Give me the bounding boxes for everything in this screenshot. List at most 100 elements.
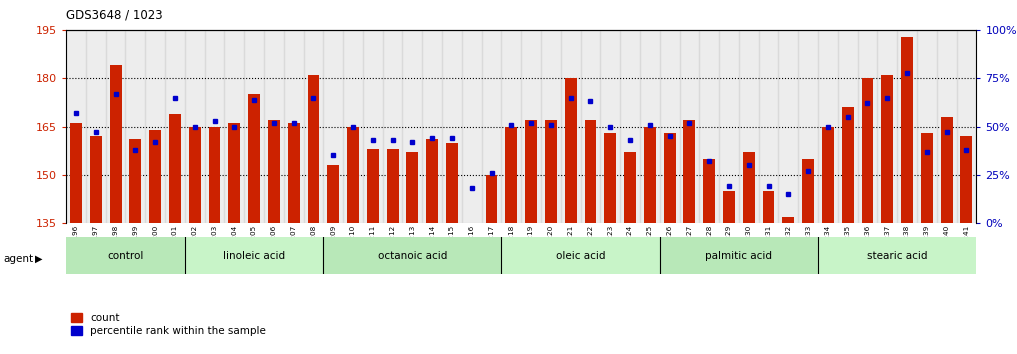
Bar — [189, 126, 200, 223]
Bar — [802, 159, 814, 223]
Bar — [822, 126, 834, 223]
Bar — [426, 139, 438, 223]
Bar — [244, 30, 264, 223]
Bar — [363, 30, 382, 223]
Bar — [882, 75, 893, 223]
Bar — [541, 30, 560, 223]
Bar — [70, 123, 82, 223]
Bar — [704, 159, 715, 223]
Bar — [323, 237, 501, 274]
Bar — [66, 30, 85, 223]
Bar — [462, 30, 482, 223]
Bar — [700, 30, 719, 223]
Bar — [941, 117, 953, 223]
Bar — [66, 237, 185, 274]
Bar — [719, 30, 739, 223]
Bar — [125, 30, 145, 223]
Bar — [129, 139, 141, 223]
Bar — [284, 30, 303, 223]
Bar — [861, 78, 874, 223]
Bar — [169, 114, 181, 223]
Bar — [165, 30, 185, 223]
Bar — [818, 30, 838, 223]
Bar — [560, 30, 581, 223]
Bar — [683, 120, 696, 223]
Bar — [403, 30, 422, 223]
Bar — [742, 152, 755, 223]
Bar — [307, 75, 319, 223]
Bar — [347, 126, 359, 223]
Bar — [89, 136, 102, 223]
Text: stearic acid: stearic acid — [866, 251, 928, 261]
Text: linoleic acid: linoleic acid — [223, 251, 285, 261]
Bar — [604, 133, 616, 223]
Bar — [386, 149, 399, 223]
Bar — [525, 120, 537, 223]
Bar — [85, 30, 106, 223]
Bar — [585, 120, 596, 223]
Bar — [600, 30, 620, 223]
Bar — [664, 133, 675, 223]
Bar — [267, 120, 280, 223]
Bar — [957, 30, 976, 223]
Bar — [225, 30, 244, 223]
Bar — [422, 30, 442, 223]
Bar — [739, 30, 759, 223]
Bar — [624, 152, 636, 223]
Bar — [229, 123, 240, 223]
Bar — [204, 30, 225, 223]
Bar — [917, 30, 937, 223]
Bar — [110, 65, 121, 223]
Bar — [798, 30, 818, 223]
Legend: count, percentile rank within the sample: count, percentile rank within the sample — [71, 313, 265, 336]
Bar — [921, 133, 933, 223]
Bar — [620, 30, 640, 223]
Text: ▶: ▶ — [35, 254, 42, 264]
Bar — [521, 30, 541, 223]
Bar — [660, 30, 679, 223]
Bar — [303, 30, 323, 223]
Bar — [343, 30, 363, 223]
Bar — [778, 30, 798, 223]
Bar — [759, 30, 778, 223]
Text: palmitic acid: palmitic acid — [706, 251, 772, 261]
Bar — [367, 149, 378, 223]
Bar — [407, 152, 418, 223]
Text: octanoic acid: octanoic acid — [377, 251, 447, 261]
Bar — [640, 30, 660, 223]
Bar — [960, 136, 972, 223]
Bar — [501, 237, 660, 274]
Text: GDS3648 / 1023: GDS3648 / 1023 — [66, 9, 163, 22]
Bar — [679, 30, 700, 223]
Text: oleic acid: oleic acid — [556, 251, 605, 261]
Bar — [248, 95, 260, 223]
Bar — [327, 165, 340, 223]
Bar — [842, 107, 853, 223]
Bar — [878, 30, 897, 223]
Bar — [485, 175, 497, 223]
Bar — [185, 30, 204, 223]
Text: agent: agent — [3, 254, 34, 264]
Bar — [501, 30, 521, 223]
Bar — [660, 237, 818, 274]
Bar — [644, 126, 656, 223]
Bar — [818, 237, 976, 274]
Bar — [545, 120, 557, 223]
Bar — [564, 78, 577, 223]
Bar — [838, 30, 857, 223]
Bar — [723, 191, 735, 223]
Bar — [482, 30, 501, 223]
Bar — [208, 126, 221, 223]
Text: control: control — [107, 251, 143, 261]
Bar — [901, 36, 913, 223]
Bar — [782, 217, 794, 223]
Bar — [442, 30, 462, 223]
Bar — [937, 30, 957, 223]
Bar — [106, 30, 125, 223]
Bar — [382, 30, 403, 223]
Bar — [897, 30, 917, 223]
Bar — [857, 30, 878, 223]
Bar — [763, 191, 775, 223]
Bar — [581, 30, 600, 223]
Bar — [264, 30, 284, 223]
